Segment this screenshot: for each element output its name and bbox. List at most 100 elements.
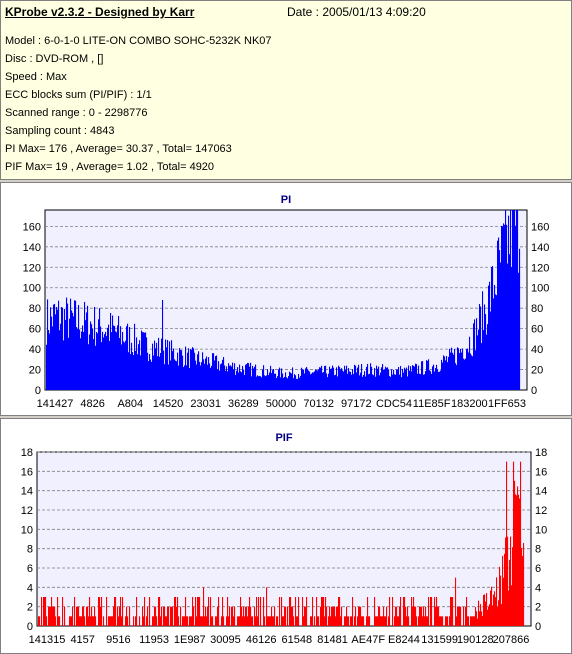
data-bar [276, 616, 278, 626]
data-bar [411, 597, 413, 626]
data-bar [414, 366, 416, 390]
data-bar [246, 364, 248, 390]
data-bar [91, 324, 93, 390]
data-bar [473, 323, 475, 390]
data-bar [438, 371, 440, 390]
data-bar [80, 338, 82, 390]
data-bar [212, 353, 214, 390]
data-bar [363, 616, 365, 626]
data-bar [281, 368, 283, 390]
data-bar [94, 606, 96, 626]
data-bar [159, 597, 161, 626]
data-bar [336, 606, 338, 626]
data-bar [274, 373, 276, 390]
data-bar [243, 606, 245, 626]
data-bar [221, 363, 223, 390]
data-bar [39, 616, 41, 626]
data-bar [338, 365, 340, 390]
data-bar [459, 353, 461, 390]
data-bar [512, 547, 514, 626]
data-bar [285, 372, 287, 390]
data-bar [290, 597, 292, 626]
data-bar [150, 359, 152, 390]
data-bar [305, 368, 307, 390]
y-tick-label: 40 [29, 344, 41, 356]
data-bar [174, 359, 176, 390]
data-bar [204, 363, 206, 390]
data-bar [505, 210, 507, 390]
data-bar [251, 616, 253, 626]
data-bar [184, 616, 186, 626]
x-tick-label: 81481 [317, 634, 348, 646]
data-bar [194, 352, 196, 390]
data-bar [211, 616, 213, 626]
plot-area [36, 451, 532, 627]
data-bar [292, 367, 294, 390]
data-bar [270, 365, 272, 390]
data-bar [375, 376, 377, 390]
data-bar [415, 363, 417, 390]
data-bar [335, 374, 337, 390]
data-bar [380, 616, 382, 626]
data-bar [227, 597, 229, 626]
data-bar [62, 597, 64, 626]
data-bar [113, 606, 115, 626]
data-bar [122, 597, 124, 626]
data-bar [159, 356, 161, 390]
data-bar [418, 365, 420, 390]
data-bar [69, 616, 71, 626]
data-bar [339, 597, 341, 626]
data-bar [375, 616, 377, 626]
data-bar [100, 606, 102, 626]
data-bar [241, 606, 243, 626]
data-bar [157, 356, 159, 390]
data-bar [496, 577, 498, 626]
data-bar [201, 616, 203, 626]
data-bar [480, 306, 482, 390]
data-bar [491, 586, 493, 626]
data-bar [493, 298, 495, 390]
data-bar [112, 616, 114, 626]
data-bar [259, 375, 261, 390]
data-bar [491, 266, 493, 390]
data-bar [156, 616, 158, 626]
data-bar [352, 597, 354, 626]
data-bar [136, 597, 138, 626]
data-bar [369, 373, 371, 390]
data-bar [110, 312, 112, 390]
data-bar [451, 597, 453, 626]
data-bar [523, 543, 525, 626]
data-bar [51, 597, 53, 626]
data-bar [89, 334, 91, 390]
data-bar [50, 606, 52, 626]
data-bar [452, 597, 454, 626]
data-bar [103, 616, 105, 626]
data-bar [267, 369, 269, 390]
y-tick-label-right: 40 [531, 344, 543, 356]
data-bar [134, 323, 136, 390]
data-bar [285, 606, 287, 626]
data-bar [461, 352, 463, 390]
data-bar [429, 370, 431, 390]
x-tick-label: 97172 [341, 398, 372, 410]
data-bar [84, 301, 86, 390]
data-bar [510, 210, 512, 390]
data-bar [192, 347, 194, 390]
data-bar [121, 616, 123, 626]
data-bar [141, 330, 143, 390]
data-bar [174, 597, 176, 626]
data-bar [281, 597, 283, 626]
data-bar [505, 537, 507, 626]
data-bar [384, 369, 386, 390]
data-bar [481, 343, 483, 390]
data-bar [46, 344, 48, 390]
data-bar [291, 606, 293, 626]
data-bar [350, 371, 352, 390]
data-bar [293, 616, 295, 626]
data-bar [189, 616, 191, 626]
data-bar [400, 597, 402, 626]
data-bar [205, 358, 207, 390]
data-bar [163, 606, 165, 626]
data-bar [293, 378, 295, 390]
data-bar [214, 360, 216, 390]
